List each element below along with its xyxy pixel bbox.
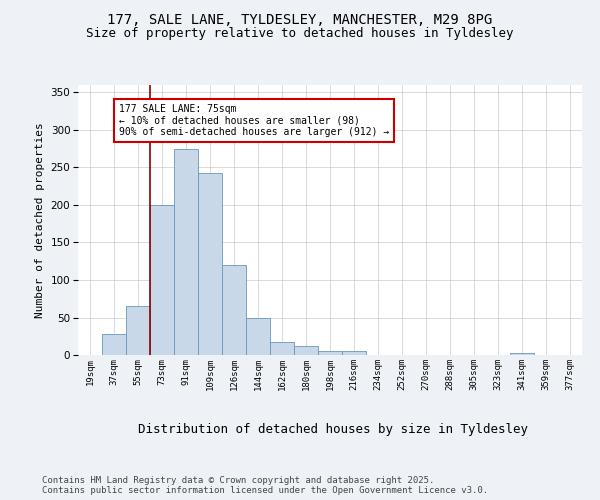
Y-axis label: Number of detached properties: Number of detached properties <box>35 122 45 318</box>
Bar <box>150 205 174 355</box>
Bar <box>174 148 198 355</box>
Text: Distribution of detached houses by size in Tyldesley: Distribution of detached houses by size … <box>138 422 528 436</box>
Bar <box>198 172 222 355</box>
Bar <box>222 265 246 355</box>
Text: Size of property relative to detached houses in Tyldesley: Size of property relative to detached ho… <box>86 28 514 40</box>
Bar <box>318 351 342 355</box>
Bar <box>342 351 366 355</box>
Bar <box>102 334 126 355</box>
Text: 177, SALE LANE, TYLDESLEY, MANCHESTER, M29 8PG: 177, SALE LANE, TYLDESLEY, MANCHESTER, M… <box>107 12 493 26</box>
Text: 177 SALE LANE: 75sqm
← 10% of detached houses are smaller (98)
90% of semi-detac: 177 SALE LANE: 75sqm ← 10% of detached h… <box>119 104 389 137</box>
Bar <box>510 353 534 355</box>
Bar <box>126 306 150 355</box>
Bar <box>246 318 270 355</box>
Bar <box>270 342 294 355</box>
Text: Contains HM Land Registry data © Crown copyright and database right 2025.
Contai: Contains HM Land Registry data © Crown c… <box>42 476 488 495</box>
Bar <box>294 346 318 355</box>
